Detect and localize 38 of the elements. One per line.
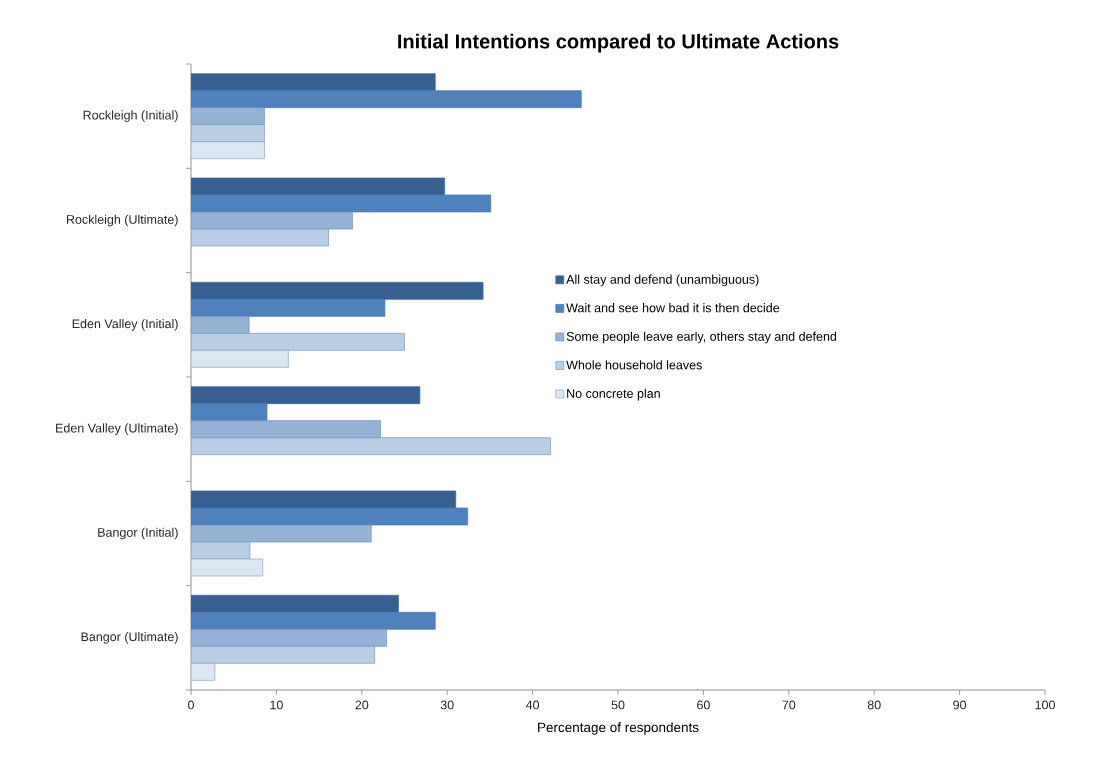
bar xyxy=(191,298,386,317)
bar xyxy=(191,90,582,109)
bar xyxy=(191,349,289,368)
y-tick-label: Bangor (Ultimate) xyxy=(81,631,178,644)
y-tick-label: Rockleigh (Ultimate) xyxy=(66,214,178,227)
legend-label: Wait and see how bad it is then decide xyxy=(566,303,780,313)
x-tick-label: 70 xyxy=(782,700,796,710)
legend-label: Whole household leaves xyxy=(566,360,702,370)
x-axis-title: Percentage of respondents xyxy=(538,722,699,735)
legend-label: Some people leave early, others stay and defend xyxy=(566,331,837,344)
x-tick-label: 20 xyxy=(355,700,369,710)
bar xyxy=(191,611,436,630)
x-tick-label: 50 xyxy=(611,700,625,710)
bar xyxy=(191,628,387,647)
y-tick-label: Eden Valley (Initial) xyxy=(72,318,178,331)
x-tick-label: 40 xyxy=(525,700,540,710)
x-tick-label: 60 xyxy=(697,700,710,710)
x-tick-label: 30 xyxy=(440,700,454,710)
bar xyxy=(191,403,268,422)
bar xyxy=(191,332,405,351)
legend-label: No concrete plan xyxy=(567,388,660,401)
legend-label: All stay and defend (unambiguous) xyxy=(566,274,759,287)
bar xyxy=(191,315,250,334)
bar xyxy=(191,645,375,664)
y-tick-label: Eden Valley (Ultimate) xyxy=(56,423,178,435)
bar xyxy=(191,124,265,143)
chart-title: Initial Intentions compared to Ultimate Actions xyxy=(398,33,839,53)
bar xyxy=(191,437,551,456)
x-tick-label: 80 xyxy=(867,700,881,710)
bar xyxy=(191,420,381,439)
y-tick-label: Rockleigh (Initial) xyxy=(83,110,178,122)
bar xyxy=(191,107,265,126)
x-tick-label: 100 xyxy=(1035,700,1055,710)
x-tick-label: 90 xyxy=(953,700,967,710)
bar xyxy=(191,141,265,160)
x-tick-label: 10 xyxy=(270,700,283,710)
x-tick-label: 0 xyxy=(188,700,194,710)
y-tick-label: Bangor (Initial) xyxy=(98,527,178,540)
